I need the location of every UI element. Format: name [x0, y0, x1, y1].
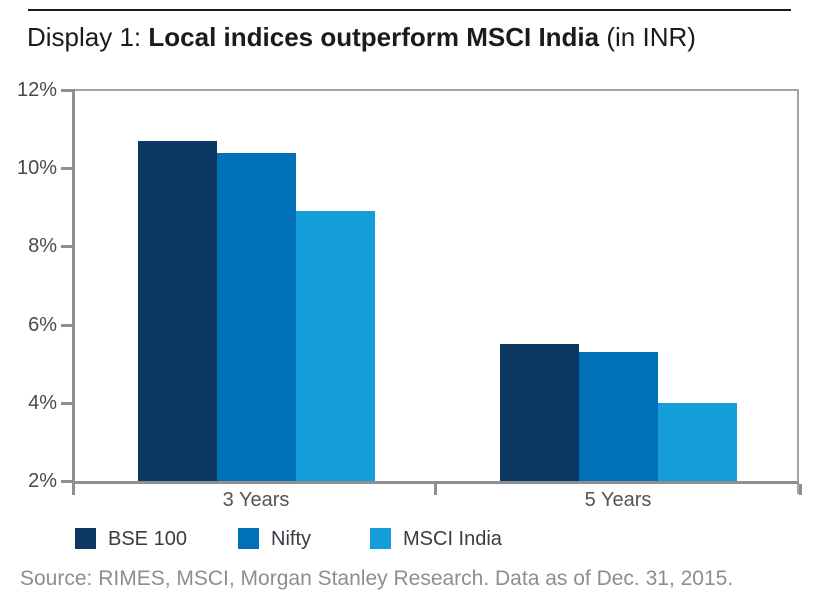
plot-border-top: [75, 89, 799, 91]
bar-nifty-3-years: [217, 152, 296, 481]
legend-item: Nifty: [238, 528, 388, 550]
bar-nifty-5-years: [579, 351, 658, 481]
y-tick-label: 8%: [28, 235, 57, 258]
title-main: Local indices outperform MSCI India: [148, 22, 600, 52]
y-tick-label: 12%: [16, 79, 57, 101]
y-tick-mark: [61, 480, 72, 483]
title-suffix: (in INR): [599, 22, 696, 52]
x-tick-mark: [72, 484, 75, 495]
y-axis-line: [72, 89, 75, 494]
y-tick-label: 4%: [28, 391, 57, 414]
chart-title: Display 1: Local indices outperform MSCI…: [27, 22, 807, 53]
legend-label: BSE 100: [108, 528, 187, 550]
y-tick-mark: [61, 323, 72, 327]
x-category-label: 5 Years: [584, 489, 652, 511]
bar-msci-india-3-years: [296, 211, 375, 481]
legend-item: MSCI India: [370, 528, 520, 550]
bar-bse-100-5-years: [500, 344, 579, 481]
y-tick-mark: [61, 167, 72, 171]
x-tick-mark: [434, 484, 437, 495]
legend-swatch-bse-100: [75, 528, 96, 549]
x-category-label: 3 Years: [222, 489, 290, 511]
x-tick-mark: [799, 484, 802, 495]
y-tick-mark: [61, 401, 72, 405]
bar-bse-100-3-years: [138, 140, 217, 481]
legend-item: BSE 100: [75, 528, 225, 550]
legend-label: MSCI India: [403, 528, 502, 550]
x-axis-line: [72, 481, 799, 484]
legend-swatch-nifty: [238, 528, 259, 549]
y-tick-mark: [61, 245, 72, 249]
title-prefix: Display 1:: [27, 22, 149, 52]
y-tick-label: 2%: [28, 470, 57, 492]
legend-swatch-msci-india: [370, 528, 391, 549]
legend-label: Nifty: [271, 528, 311, 550]
y-tick-mark: [61, 89, 72, 92]
y-tick-label: 10%: [16, 157, 57, 180]
bar-msci-india-5-years: [658, 402, 737, 481]
title-rule: [28, 9, 791, 11]
source-note: Source: RIMES, MSCI, Morgan Stanley Rese…: [20, 567, 734, 590]
plot-border-right: [797, 89, 799, 494]
y-tick-label: 6%: [28, 313, 57, 336]
